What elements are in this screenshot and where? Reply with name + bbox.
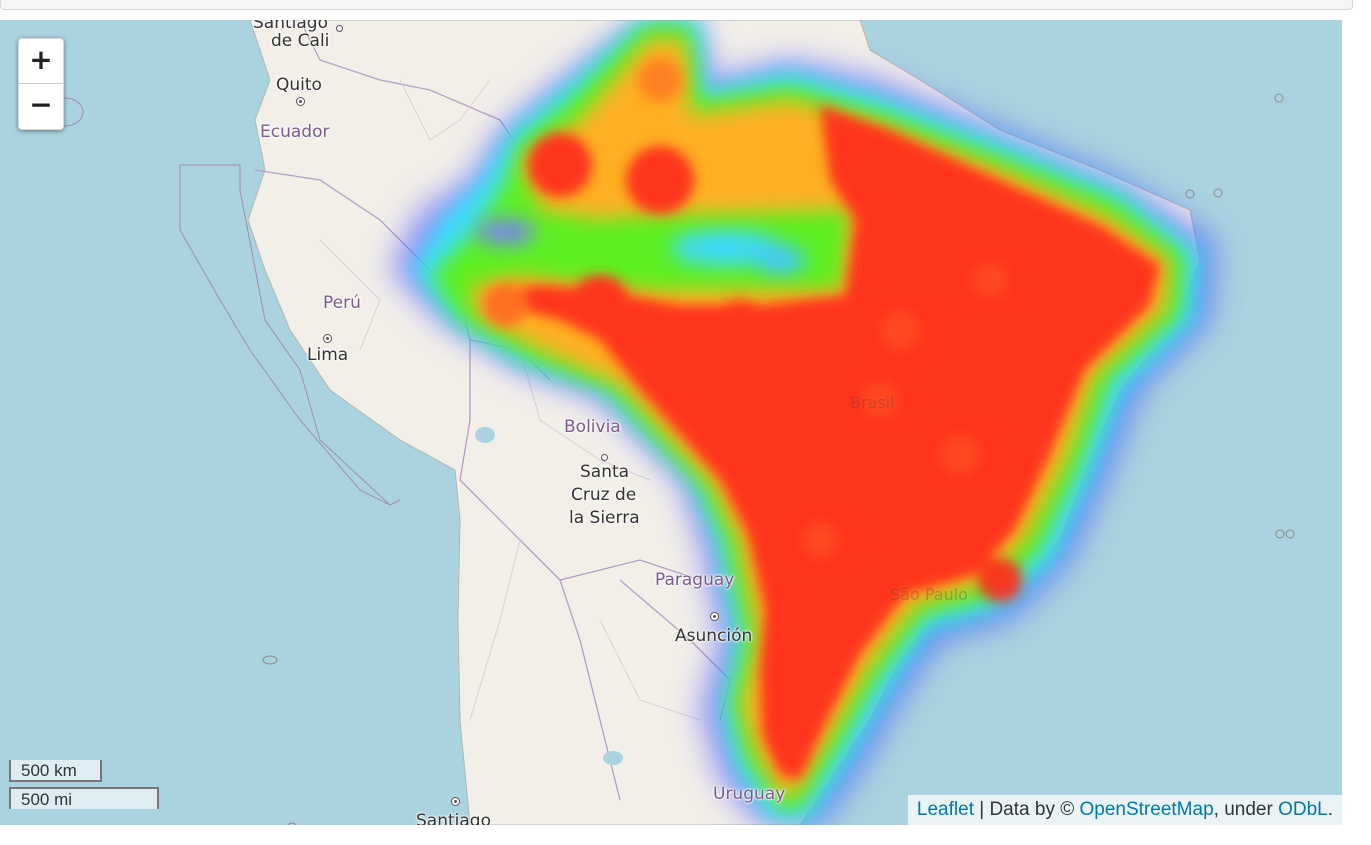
label-asuncion: Asunción [675,626,753,646]
label-uruguay: Uruguay [713,784,786,804]
label-peru: Perú [323,293,361,313]
label-santiago-cali-2: de Cali [271,32,329,51]
label-bolivia: Bolivia [564,417,621,437]
scale-metric: 500 km [9,760,102,782]
label-santa-cruz-1: Santa [580,462,630,482]
label-lima: Lima [307,345,349,365]
label-sao-paulo: São Paulo [890,585,968,604]
label-paraguay: Paraguay [655,570,735,590]
label-santiago-cali-line2: de Cali [271,31,330,51]
label-santa-cruz-3: la Sierra [569,508,640,528]
lake-titicaca [475,427,495,443]
heat-pockets [475,220,805,275]
zoom-out-button[interactable]: − [19,83,63,128]
leaflet-link[interactable]: Leaflet [916,799,974,820]
label-santiago-chile: Santiago [416,811,491,825]
odbl-link[interactable]: ODbL [1278,799,1328,820]
zoom-in-button[interactable]: + [29,43,53,76]
label-santa-cruz-2: Cruz de [571,485,637,505]
attribution-text-1: | Data by © [973,799,1080,820]
zoom-control: + − [18,38,64,130]
capital-marker-santiago [451,797,460,806]
city-dot-santa-cruz [601,454,608,461]
label-santiago-cali: Santiago [253,20,328,33]
label-ecuador: Ecuador [260,122,330,142]
label-santiago-cali-line1: Santiago [253,20,328,33]
scale-imperial: 500 mi [9,787,159,809]
heatmap-layer [390,20,1215,825]
attribution-text-3: . [1327,799,1333,820]
map-container[interactable]: Santiago de Cali Quito Ecuador Perú Lima… [0,20,1342,825]
city-dot-cali [336,25,343,32]
capital-marker-asuncion [710,612,719,621]
attribution-text-2: , under [1213,799,1279,820]
attribution: Leaflet | Data by © OpenStreetMap, under… [907,795,1342,825]
top-toolbar [0,0,1353,10]
label-quito: Quito [276,75,322,95]
capital-marker-lima [323,334,332,343]
capital-marker-quito [296,97,305,106]
label-brasil: Brasil [850,393,895,412]
heat-speckle [802,262,1008,558]
openstreetmap-link[interactable]: OpenStreetMap [1079,799,1214,820]
